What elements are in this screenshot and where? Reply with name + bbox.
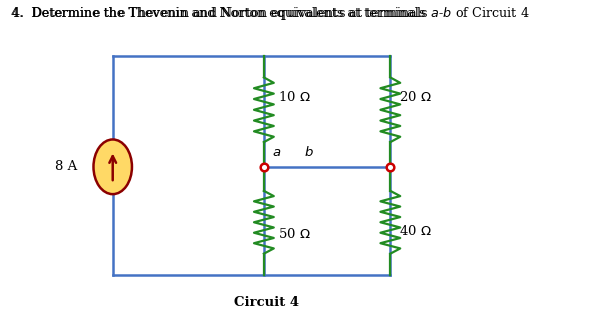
Text: 4.  Determine the Thevenin and Norton equivalents at terminals: 4. Determine the Thevenin and Norton equ… bbox=[11, 7, 429, 20]
Text: 10 $\Omega$: 10 $\Omega$ bbox=[278, 89, 311, 104]
Ellipse shape bbox=[93, 140, 132, 194]
Text: 40 $\Omega$: 40 $\Omega$ bbox=[398, 225, 431, 238]
Text: 4.  Determine the Thevenin and Norton equivalents at terminals $\it{a}$-$\it{b}$: 4. Determine the Thevenin and Norton equ… bbox=[11, 5, 530, 22]
Text: 50 $\Omega$: 50 $\Omega$ bbox=[278, 227, 311, 241]
Text: Circuit 4: Circuit 4 bbox=[234, 296, 299, 309]
Text: 20 $\Omega$: 20 $\Omega$ bbox=[398, 89, 431, 104]
Text: 8 A: 8 A bbox=[55, 160, 77, 173]
Text: $b$: $b$ bbox=[304, 145, 314, 159]
Text: $a$: $a$ bbox=[272, 146, 281, 159]
